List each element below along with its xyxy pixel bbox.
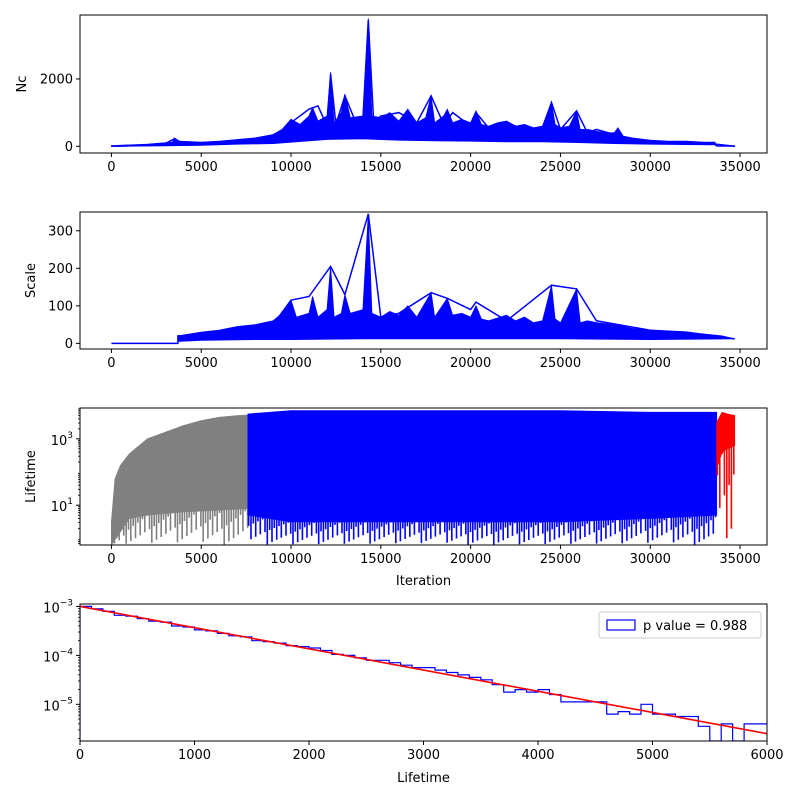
x-tick-label: 6000 bbox=[750, 748, 783, 763]
x-tick-label: 30000 bbox=[630, 356, 671, 371]
x-tick-label: 4000 bbox=[521, 748, 554, 763]
series-spikes bbox=[110, 56, 735, 147]
x-axis-label: Iteration bbox=[396, 574, 451, 589]
x-tick-label: 10000 bbox=[270, 160, 311, 175]
y-tick-label: 200 bbox=[48, 262, 73, 277]
axes-frame bbox=[79, 407, 768, 546]
y-tick-label: 10−5 bbox=[43, 696, 73, 714]
y-tick-label: 10−3 bbox=[43, 598, 73, 616]
plot-area bbox=[110, 18, 736, 148]
y-tick-label: 100 bbox=[48, 299, 73, 314]
x-tick-label: 35000 bbox=[719, 356, 760, 371]
x-tick-label: 15000 bbox=[360, 160, 401, 175]
series-spikes bbox=[177, 238, 735, 342]
y-tick-label: 10−4 bbox=[43, 647, 73, 665]
x-tick-label: 20000 bbox=[450, 552, 491, 567]
x-tick-label: 0 bbox=[76, 748, 84, 763]
x-tick-label: 10000 bbox=[270, 356, 311, 371]
lifetime-spikes bbox=[111, 508, 249, 545]
lifetime-spikes bbox=[247, 515, 717, 545]
lifetime-band bbox=[247, 410, 718, 523]
plot-area bbox=[111, 410, 736, 545]
legend-label: p value = 0.988 bbox=[643, 619, 747, 634]
y-axis-label: Lifetime bbox=[24, 450, 39, 503]
x-tick-label: 25000 bbox=[540, 552, 581, 567]
x-tick-label: 5000 bbox=[185, 160, 218, 175]
series-band bbox=[177, 213, 735, 342]
x-tick-label: 20000 bbox=[450, 160, 491, 175]
x-tick-label: 0 bbox=[107, 160, 115, 175]
x-tick-label: 15000 bbox=[360, 552, 401, 567]
lifetime-spikes bbox=[716, 445, 735, 539]
scale-panel: 0 5000 10000 15000 20000 25000 30000 35000 0 100 2… bbox=[24, 211, 768, 371]
x-tick-label: 25000 bbox=[540, 160, 581, 175]
lifetime-panel: 0 5000 10000 15000 20000 25000 30000 35000 101 10… bbox=[24, 407, 768, 589]
x-tick-label: 15000 bbox=[360, 356, 401, 371]
nc-panel: 0 5000 10000 15000 20000 25000 30000 35000 0 2000… bbox=[15, 14, 768, 175]
exponential-fit-line bbox=[80, 605, 767, 735]
axes-frame bbox=[79, 14, 768, 154]
x-tick-label: 10000 bbox=[270, 552, 311, 567]
x-tick-label: 25000 bbox=[540, 356, 581, 371]
x-tick-label: 30000 bbox=[630, 552, 671, 567]
y-tick-label: 300 bbox=[48, 224, 73, 239]
x-tick-label: 35000 bbox=[719, 160, 760, 175]
x-tick-label: 3000 bbox=[407, 748, 440, 763]
y-tick-label: 2000 bbox=[40, 72, 73, 87]
y-tick-label: 103 bbox=[51, 430, 73, 448]
legend: p value = 0.988 bbox=[598, 611, 762, 639]
plot-area bbox=[111, 213, 735, 345]
axes-frame bbox=[79, 211, 768, 350]
plot-area bbox=[80, 605, 767, 741]
x-tick-label: 0 bbox=[107, 552, 115, 567]
lifetime-band bbox=[716, 411, 736, 469]
y-tick-label: 0 bbox=[65, 337, 73, 352]
x-tick-label: 5000 bbox=[636, 748, 669, 763]
y-tick-label: 0 bbox=[65, 140, 73, 155]
x-tick-label: 1000 bbox=[178, 748, 211, 763]
y-axis-label: Scale bbox=[24, 263, 39, 298]
y-tick-label: 101 bbox=[51, 497, 73, 515]
x-axis-label: Lifetime bbox=[397, 771, 450, 786]
y-axis-label: Nc bbox=[15, 76, 30, 93]
x-tick-label: 20000 bbox=[450, 356, 491, 371]
x-tick-label: 0 bbox=[107, 356, 115, 371]
x-tick-label: 5000 bbox=[185, 356, 218, 371]
x-tick-label: 30000 bbox=[630, 160, 671, 175]
x-tick-label: 35000 bbox=[719, 552, 760, 567]
x-tick-label: 5000 bbox=[185, 552, 218, 567]
x-tick-label: 2000 bbox=[292, 748, 325, 763]
lifetime-histogram-panel: 0 1000 2000 3000 4000 5000 6000 10−3 10−4 10−5 Lif… bbox=[43, 598, 783, 786]
legend-swatch bbox=[606, 619, 636, 631]
